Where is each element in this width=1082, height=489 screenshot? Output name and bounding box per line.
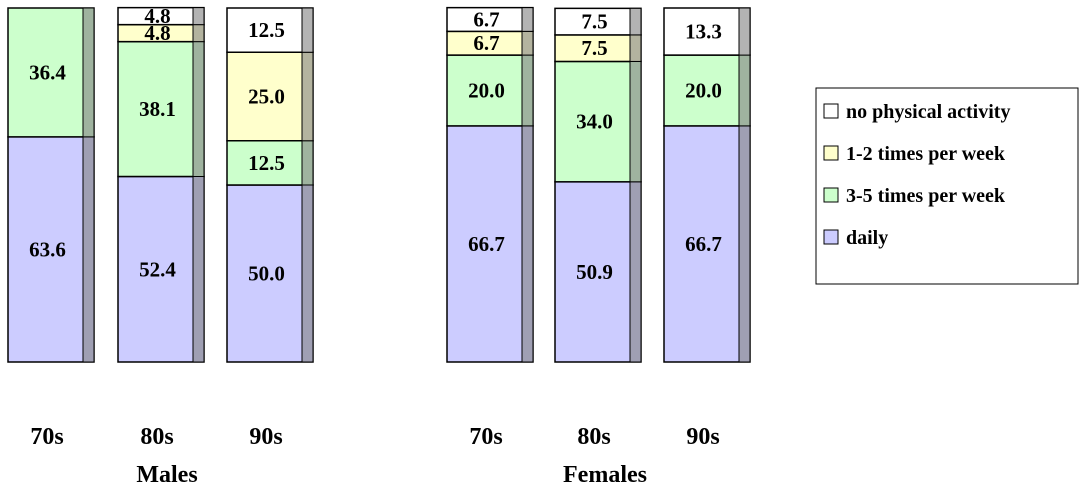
data-label: 50.0 (248, 262, 285, 286)
side-shade-overlay (738, 54, 751, 127)
side-shade-overlay (521, 30, 534, 56)
category-label: 80s (577, 424, 610, 450)
side-shade-overlay (629, 181, 642, 363)
segment-1-2-times-per-week (554, 34, 642, 63)
side-shade-overlay (82, 7, 95, 138)
legend-swatch-daily (823, 229, 839, 245)
side-shade-overlay (82, 136, 95, 363)
data-label: 52.4 (139, 257, 176, 281)
segment-daily (7, 136, 95, 363)
group-label: Males (136, 462, 197, 488)
data-label: 20.0 (685, 78, 722, 102)
data-label: 12.5 (248, 151, 285, 175)
data-label: 34.0 (576, 110, 613, 134)
segment-daily (663, 125, 751, 363)
bar-males-90s: 50.0 12.5 25.0 12.5 (226, 7, 314, 363)
data-label: 4.8 (144, 21, 170, 45)
data-label: 20.0 (468, 78, 505, 102)
category-label: 70s (469, 424, 502, 450)
data-label: 25.0 (248, 85, 285, 109)
bars-layer: 63.6 36.4 52.4 38.1 4.84.8 50.0 12.5 25.0 12.5 66… (7, 4, 751, 363)
legend-swatch-no-physical-activity (823, 103, 839, 119)
side-shade-overlay (192, 176, 205, 363)
side-shade-overlay (192, 41, 205, 178)
legend-label-1-2-times-per-week: 1-2 times per week (846, 143, 1006, 165)
side-shade-overlay (192, 24, 205, 43)
segment-3-5-times-per-week (7, 7, 95, 138)
bar-males-80s: 52.4 38.1 4.84.8 (117, 4, 205, 363)
data-label: 7.5 (581, 36, 607, 60)
side-shade-overlay (738, 125, 751, 363)
category-label: 90s (686, 424, 719, 450)
legend: no physical activity 1-2 times per week 3-… (815, 87, 1079, 285)
segment-daily (226, 184, 314, 363)
legend-swatch-1-2-times-per-week (823, 145, 839, 161)
data-label: 66.7 (685, 232, 722, 256)
segment-3-5-times-per-week (446, 54, 534, 127)
side-shade-overlay (629, 34, 642, 62)
category-label: 70s (30, 424, 63, 450)
segment-3-5-times-per-week (663, 54, 751, 127)
data-label: 38.1 (139, 97, 176, 121)
segment-no-physical-activity (554, 7, 642, 36)
bar-females-90s: 66.7 20.0 13.3 (663, 7, 751, 363)
bar-females-70s: 66.7 20.0 6.76.7 (446, 6, 534, 363)
side-shade-overlay (301, 51, 314, 142)
legend-box (815, 87, 1079, 285)
legend-label-no-physical-activity: no physical activity (846, 101, 1010, 123)
data-label: 66.7 (468, 232, 505, 256)
side-shade-overlay (192, 7, 205, 26)
group-label: Females (563, 462, 647, 488)
data-label: 36.4 (29, 60, 66, 84)
data-label: 4.8 (144, 4, 170, 28)
bar-males-70s: 63.6 36.4 (7, 7, 95, 363)
side-shade-overlay (521, 125, 534, 363)
legend-label-3-5-times-per-week: 3-5 times per week (846, 185, 1006, 207)
data-label: 13.3 (685, 20, 722, 44)
side-shade-overlay (521, 54, 534, 127)
side-shade-overlay (301, 140, 314, 186)
data-label: 7.5 (581, 10, 607, 34)
segment-daily (554, 181, 642, 363)
legend-label-daily: daily (846, 227, 888, 249)
side-shade-overlay (521, 7, 534, 32)
side-shade-overlay (301, 7, 314, 53)
side-shade-overlay (301, 184, 314, 363)
category-label: 80s (140, 424, 173, 450)
data-label: 50.9 (576, 260, 613, 284)
data-label: 63.6 (29, 237, 66, 261)
side-shade-overlay (738, 7, 751, 56)
side-shade-overlay (629, 60, 642, 183)
data-label: 6.7 (473, 31, 499, 55)
category-label: 90s (249, 424, 282, 450)
data-label: 6.7 (473, 8, 499, 32)
segment-no-physical-activity (663, 7, 751, 56)
data-label: 12.5 (248, 18, 285, 42)
legend-swatch-3-5-times-per-week (823, 187, 839, 203)
side-shade-overlay (629, 7, 642, 36)
segment-daily (117, 175, 205, 363)
bar-females-80s: 50.9 34.0 7.57.5 (554, 7, 642, 363)
